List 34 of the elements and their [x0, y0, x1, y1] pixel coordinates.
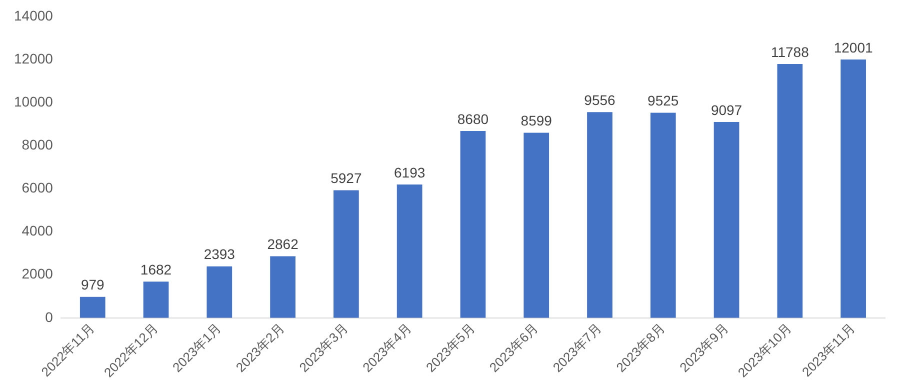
data-label: 9097: [710, 102, 742, 118]
bar: [460, 130, 486, 318]
y-tick-label: 0: [45, 308, 54, 325]
y-tick-label: 6000: [22, 180, 54, 196]
data-label: 8599: [520, 112, 552, 129]
data-label: 1682: [140, 262, 172, 278]
y-tick-label: 14000: [14, 7, 54, 24]
bar: [524, 132, 550, 318]
data-label: 5927: [330, 170, 362, 186]
bar: [270, 256, 296, 318]
data-label: 11788: [770, 44, 810, 60]
data-label: 9556: [584, 92, 616, 108]
data-label: 2393: [204, 246, 236, 262]
bar: [334, 190, 359, 318]
bar: [143, 282, 169, 318]
bar: [80, 296, 106, 318]
data-label: 12001: [834, 39, 873, 56]
y-tick-label: 2000: [22, 266, 54, 282]
bar: [840, 59, 866, 318]
bar: [714, 122, 740, 318]
data-label: 979: [80, 276, 105, 293]
y-tick-label: 8000: [22, 136, 54, 152]
bar: [396, 184, 422, 318]
data-label: 6193: [394, 164, 426, 180]
y-tick-label: 12000: [14, 50, 54, 66]
bar: [650, 112, 676, 318]
bar: [206, 266, 232, 318]
bar: [777, 64, 803, 318]
data-label: 8680: [457, 110, 489, 127]
data-label: 9525: [648, 92, 679, 109]
bar: [587, 112, 612, 318]
data-label: 2862: [267, 236, 299, 252]
y-tick-label: 10000: [14, 93, 54, 110]
y-tick-label: 4000: [22, 222, 54, 239]
